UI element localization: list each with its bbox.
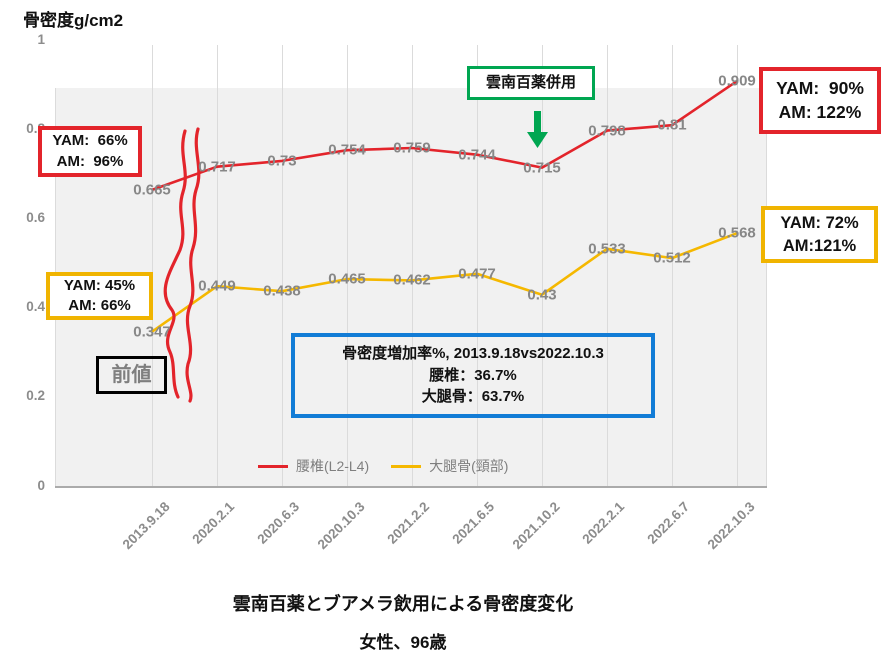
- data-point-label: 0.533: [588, 240, 626, 258]
- annotation-yam-left-lumbar: YAM: 66% AM: 96%: [38, 126, 142, 177]
- annotation-line: AM: 122%: [778, 101, 862, 122]
- data-point-label: 0.909: [718, 72, 756, 90]
- data-point-label: 0.465: [328, 270, 366, 288]
- x-axis-line: [55, 486, 767, 488]
- data-point-label: 0.462: [393, 271, 431, 289]
- gridline: [347, 45, 348, 487]
- data-point-label: 0.759: [393, 139, 431, 157]
- data-point-label: 0.43: [527, 286, 557, 304]
- annotation-line: YAM: 45%: [63, 276, 136, 294]
- legend: 腰椎(L2-L4) 大腿骨(頸部): [258, 456, 522, 476]
- series-line-femur: [151, 231, 738, 333]
- data-point-label: 0.81: [657, 116, 687, 134]
- annotation-yam-right-lumbar: YAM: 90% AM: 122%: [759, 67, 881, 134]
- annotation-line: YAM: 66%: [52, 132, 128, 150]
- y-axis-title: 骨密度g/cm2: [23, 11, 124, 30]
- annotation-yam-right-femur: YAM: 72% AM:121%: [761, 206, 878, 263]
- plot-area: [55, 88, 766, 487]
- annotation-yunnan-start: 雲南百薬併用: [467, 66, 595, 100]
- data-point-label: 0.438: [263, 282, 301, 300]
- data-point-label: 0.798: [588, 122, 626, 140]
- annotation-line: AM: 66%: [68, 297, 131, 314]
- chart-title: 雲南百薬とブアメラ飲用による骨密度変化: [232, 594, 574, 614]
- gridline: [217, 45, 218, 487]
- annotation-line: YAM: 90%: [776, 77, 864, 98]
- legend-dash-femur: [391, 464, 422, 468]
- data-point-label: 0.449: [198, 277, 236, 295]
- data-point-label: 0.754: [328, 141, 366, 159]
- data-point-label: 0.73: [267, 152, 297, 170]
- data-point-label: 0.512: [653, 249, 691, 267]
- data-point-label: 0.347: [133, 323, 171, 341]
- gridline: [542, 45, 543, 487]
- chart-footer: 雲南百薬とブアメラ飲用による骨密度変化 女性、96歳: [58, 590, 748, 653]
- gridline: [282, 45, 283, 487]
- gridline: [607, 45, 608, 487]
- gridline: [737, 45, 738, 487]
- gridline: [672, 45, 673, 487]
- annotation-line: 大腿骨：63.7%: [421, 388, 525, 406]
- axis-break-squiggle: [163, 127, 201, 403]
- data-point-label: 0.665: [133, 181, 171, 199]
- gridline: [412, 45, 413, 487]
- data-point-label: 0.744: [458, 146, 496, 164]
- gridline: [152, 45, 153, 487]
- data-point-label: 0.715: [523, 159, 561, 177]
- gridline: [766, 88, 767, 487]
- chart-subtitle: 女性、96歳: [359, 633, 447, 652]
- annotation-line: 骨密度増加率%, 2013.9.18vs2022.10.3: [342, 344, 604, 362]
- gridline: [477, 45, 478, 487]
- annotation-line: YAM: 72%: [780, 214, 859, 233]
- annotation-yam-left-femur: YAM: 45% AM: 66%: [46, 272, 153, 320]
- green-arrow-icon: [527, 111, 548, 148]
- legend-dash-lumbar: [258, 464, 288, 468]
- annotation-line: AM:121%: [782, 236, 857, 255]
- y-tick-label: 0.4: [26, 299, 45, 315]
- annotation-previous-value: 前値: [96, 356, 167, 394]
- data-point-label: 0.568: [718, 224, 756, 242]
- y-tick-label: 0.6: [26, 209, 45, 225]
- data-point-label: 0.477: [458, 265, 496, 283]
- legend-label-femur: 大腿骨(頸部): [429, 458, 509, 474]
- annotation-line: 腰椎：36.7%: [429, 366, 517, 384]
- annotation-line: 前値: [111, 363, 152, 386]
- y-tick-label: 1: [37, 31, 45, 47]
- y-tick-label: 0: [37, 477, 45, 493]
- annotation-line: AM: 96%: [56, 152, 124, 170]
- annotation-line: 雲南百薬併用: [485, 73, 576, 91]
- y-tick-label: 0.2: [26, 388, 45, 404]
- series-line-lumbar: [151, 80, 738, 192]
- legend-label-lumbar: 腰椎(L2-L4): [296, 458, 370, 474]
- data-point-label: 0.717: [198, 158, 236, 176]
- annotation-increase-rate: 骨密度増加率%, 2013.9.18vs2022.10.3 腰椎：36.7% 大…: [291, 333, 655, 418]
